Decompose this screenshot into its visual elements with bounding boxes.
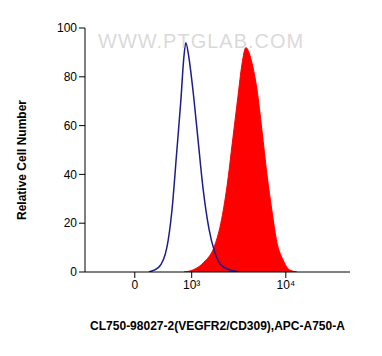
svg-text:0: 0 <box>70 265 77 279</box>
svg-text:10³: 10³ <box>183 278 200 292</box>
svg-text:Relative Cell Number: Relative Cell Number <box>15 100 29 220</box>
html-text:WWW.PTGLAB.COM: WWW.PTGLAB.COM <box>98 30 305 52</box>
svg-text:60: 60 <box>64 119 78 133</box>
svg-text:0: 0 <box>131 278 138 292</box>
svg-text:10⁴: 10⁴ <box>277 278 296 292</box>
svg-text:20: 20 <box>64 216 78 230</box>
svg-text:CL750-98027-2(VEGFR2/CD309),AP: CL750-98027-2(VEGFR2/CD309),APC-A750-A <box>90 319 345 333</box>
svg-text:80: 80 <box>64 70 78 84</box>
svg-text:100: 100 <box>57 21 77 35</box>
svg-text:40: 40 <box>64 168 78 182</box>
